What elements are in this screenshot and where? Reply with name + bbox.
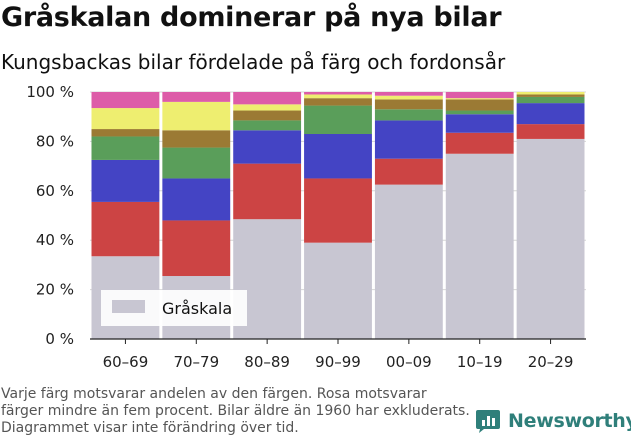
bar-segment xyxy=(374,92,443,96)
bar-segment xyxy=(162,220,231,277)
bar-segment xyxy=(91,159,160,202)
stacked-bar-chart: 0 % 20 % 40 % 60 % 80 % 100 % 60–69 70–79 80–89… xyxy=(26,83,586,371)
x-tick-label: 80–89 xyxy=(244,353,290,371)
legend-swatch xyxy=(112,300,145,313)
bar-segment xyxy=(162,101,231,131)
bar-segment xyxy=(516,103,585,125)
bar-segment xyxy=(374,158,443,185)
chart-subtitle: Kungsbackas bilar fördelade på färg och … xyxy=(1,50,506,74)
bar-segment xyxy=(445,92,514,99)
bar-segment xyxy=(374,120,443,159)
y-tick-label: 0 % xyxy=(45,330,74,348)
bar-segment xyxy=(91,92,160,109)
bar-segment xyxy=(445,110,514,115)
y-tick-label: 20 % xyxy=(36,281,74,299)
bar-segment xyxy=(445,132,514,154)
bar-segment xyxy=(516,124,585,139)
bar-segment xyxy=(233,130,302,164)
bar-segment xyxy=(304,92,372,95)
chart-title: Gråskalan dominerar på nya bilar xyxy=(1,2,502,33)
bar-segment xyxy=(91,108,160,130)
x-tick-label: 90–99 xyxy=(315,353,361,371)
bar-segment xyxy=(304,105,372,134)
footnote: Varje färg motsvarar andelen av den färg… xyxy=(1,386,470,436)
x-axis-ticks: 60–69 70–79 80–89 90–99 00–09 10–19 20–29 xyxy=(90,338,586,371)
bar-segment xyxy=(374,109,443,121)
x-tick-label: 60–69 xyxy=(103,353,149,371)
bar-segment xyxy=(304,94,372,99)
bar-segment xyxy=(91,129,160,137)
bar-segment xyxy=(233,92,302,105)
brand-name: Newsworthy xyxy=(508,410,631,432)
bar-segment xyxy=(233,110,302,121)
newsworthy-logo-icon xyxy=(476,410,500,433)
bar-segment xyxy=(516,92,585,95)
bar-segment xyxy=(516,138,585,339)
bar-segment xyxy=(233,163,302,220)
bar-segment xyxy=(233,104,302,111)
bar-segment xyxy=(304,242,372,339)
bar-segment xyxy=(516,96,585,104)
bar-segment xyxy=(304,98,372,106)
bar-segment xyxy=(445,153,514,339)
newsworthy-brand[interactable]: Newsworthy xyxy=(475,408,631,434)
bar-segment xyxy=(445,114,514,133)
x-tick-label: 00–09 xyxy=(386,353,432,371)
bar-segment xyxy=(91,201,160,257)
bar-segment xyxy=(445,99,514,111)
bar-segment xyxy=(374,99,443,110)
bar-segment xyxy=(162,130,231,148)
bar-segment xyxy=(162,178,231,221)
bar-segment xyxy=(304,178,372,243)
bar-segment xyxy=(374,95,443,100)
y-tick-label: 80 % xyxy=(36,132,74,150)
bar-segment xyxy=(162,92,231,102)
y-axis-ticks: 0 % 20 % 40 % 60 % 80 % 100 % xyxy=(26,83,74,348)
bar-segment xyxy=(233,120,302,131)
bar-segment xyxy=(445,98,514,100)
y-tick-label: 60 % xyxy=(36,182,74,200)
bar-segment xyxy=(374,184,443,339)
legend-label: Gråskala xyxy=(162,299,232,318)
legend: Gråskala xyxy=(101,290,247,326)
y-tick-label: 100 % xyxy=(26,83,74,101)
bar-segment xyxy=(162,147,231,179)
x-tick-label: 70–79 xyxy=(173,353,219,371)
bar-segment xyxy=(304,133,372,179)
bar-segment xyxy=(516,94,585,97)
bar-segment xyxy=(91,136,160,160)
x-tick-label: 20–29 xyxy=(528,353,574,371)
y-tick-label: 40 % xyxy=(36,231,74,249)
x-tick-label: 10–19 xyxy=(457,353,503,371)
